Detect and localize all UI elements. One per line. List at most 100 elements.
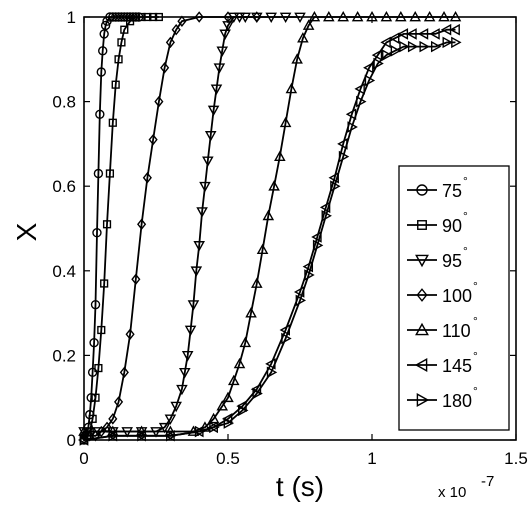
- data-point-180: [399, 40, 410, 53]
- series-180: [79, 36, 462, 446]
- data-point-180: [321, 210, 332, 222]
- data-point-95: [219, 29, 231, 40]
- data-point-180: [347, 121, 358, 133]
- data-point-110: [216, 400, 229, 411]
- data-point-90: [105, 169, 115, 178]
- y-tick-label: 0.6: [52, 177, 76, 196]
- data-point-95: [184, 325, 197, 337]
- data-point-75: [95, 109, 105, 119]
- legend-marker: [416, 184, 428, 196]
- data-point-180: [108, 429, 119, 442]
- x-tick-label: 1: [367, 449, 376, 468]
- data-point-90: [94, 363, 103, 373]
- data-point-75: [96, 67, 106, 77]
- data-point-145: [380, 36, 391, 49]
- data-point-110: [297, 32, 309, 43]
- legend-entry-145: 145 °: [407, 349, 478, 376]
- data-point-180: [304, 269, 315, 281]
- data-point-95: [207, 105, 220, 117]
- data-point-180: [295, 294, 307, 307]
- plot-area-frame: [83, 16, 517, 441]
- data-point-145: [388, 32, 400, 44]
- legend: 75 °90 °95 °100 °110 °145 °180 °: [398, 165, 510, 431]
- data-point-100: [177, 15, 187, 27]
- data-point-110: [279, 116, 292, 128]
- data-point-100: [165, 36, 175, 49]
- data-point-180: [364, 74, 376, 87]
- data-point-110: [207, 412, 220, 424]
- y-tick-label: 0.8: [52, 93, 76, 112]
- data-point-180: [223, 417, 235, 429]
- data-point-145: [319, 201, 331, 214]
- data-point-100: [171, 23, 181, 36]
- legend-entry-95: 95 °: [407, 244, 468, 271]
- data-point-75: [90, 299, 101, 310]
- legend-entry-180: 180 °: [407, 384, 478, 411]
- data-point-180: [312, 239, 324, 252]
- data-point-90: [125, 17, 135, 26]
- legend-label: 95: [442, 251, 462, 271]
- legend-marker: [416, 393, 430, 407]
- data-point-90: [97, 325, 106, 335]
- data-point-110: [291, 53, 303, 64]
- data-point-90: [88, 414, 97, 423]
- data-point-95: [170, 401, 182, 413]
- data-point-180: [442, 36, 453, 49]
- data-point-95: [204, 131, 217, 142]
- data-point-75: [93, 168, 104, 179]
- data-point-110: [239, 336, 252, 348]
- x-tick-label: 0.5: [216, 449, 240, 468]
- data-point-180: [390, 45, 402, 57]
- data-point-110: [251, 277, 263, 288]
- data-point-145: [449, 23, 460, 36]
- data-point-95: [210, 84, 223, 95]
- data-point-100: [148, 133, 158, 146]
- data-point-145: [371, 49, 383, 61]
- data-point-95: [179, 367, 191, 379]
- legend-degree: °: [473, 384, 478, 398]
- data-point-110: [274, 150, 286, 161]
- legend-entry-110: 110 °: [407, 314, 478, 341]
- legend-marker: [415, 254, 429, 268]
- data-point-90: [102, 220, 112, 229]
- legend-marker: [415, 322, 429, 336]
- data-point-90: [100, 279, 109, 288]
- data-point-145: [354, 83, 365, 95]
- data-point-95: [164, 414, 177, 425]
- data-point-110: [227, 374, 240, 386]
- legend-marker: [417, 220, 427, 230]
- svg-text:-7: -7: [481, 473, 494, 490]
- legend-entry-100: 100 °: [407, 279, 478, 306]
- data-point-110: [268, 180, 280, 191]
- data-point-145: [311, 231, 322, 243]
- y-tick-label: 1: [67, 8, 76, 27]
- data-point-180: [330, 180, 341, 192]
- legend-degree: °: [473, 279, 478, 293]
- series-75: [79, 12, 144, 445]
- svg-text:x 10: x 10: [438, 484, 466, 501]
- data-point-110: [256, 243, 269, 255]
- x-tick-label: 0: [79, 449, 88, 468]
- data-point-180: [451, 36, 462, 49]
- x-tick-label: 1.5: [504, 449, 528, 468]
- data-point-145: [406, 28, 417, 40]
- data-point-180: [430, 40, 442, 53]
- data-point-180: [209, 421, 220, 434]
- data-point-90: [108, 118, 117, 127]
- data-point-110: [245, 307, 257, 318]
- data-point-95: [202, 156, 214, 167]
- data-point-180: [137, 429, 148, 442]
- x-axis-exponent: x 10 -7: [438, 473, 494, 501]
- legend-label: 75: [442, 181, 462, 201]
- y-axis-label: X: [11, 222, 42, 241]
- data-point-180: [419, 40, 430, 53]
- legend-label: 100: [442, 286, 472, 306]
- data-point-90: [114, 55, 123, 64]
- legend-entry-75: 75 °: [407, 174, 468, 201]
- data-point-100: [160, 62, 170, 74]
- x-axis-label: t (s): [276, 471, 324, 502]
- data-point-100: [194, 11, 204, 23]
- data-point-95: [193, 241, 205, 252]
- data-point-180: [382, 49, 393, 61]
